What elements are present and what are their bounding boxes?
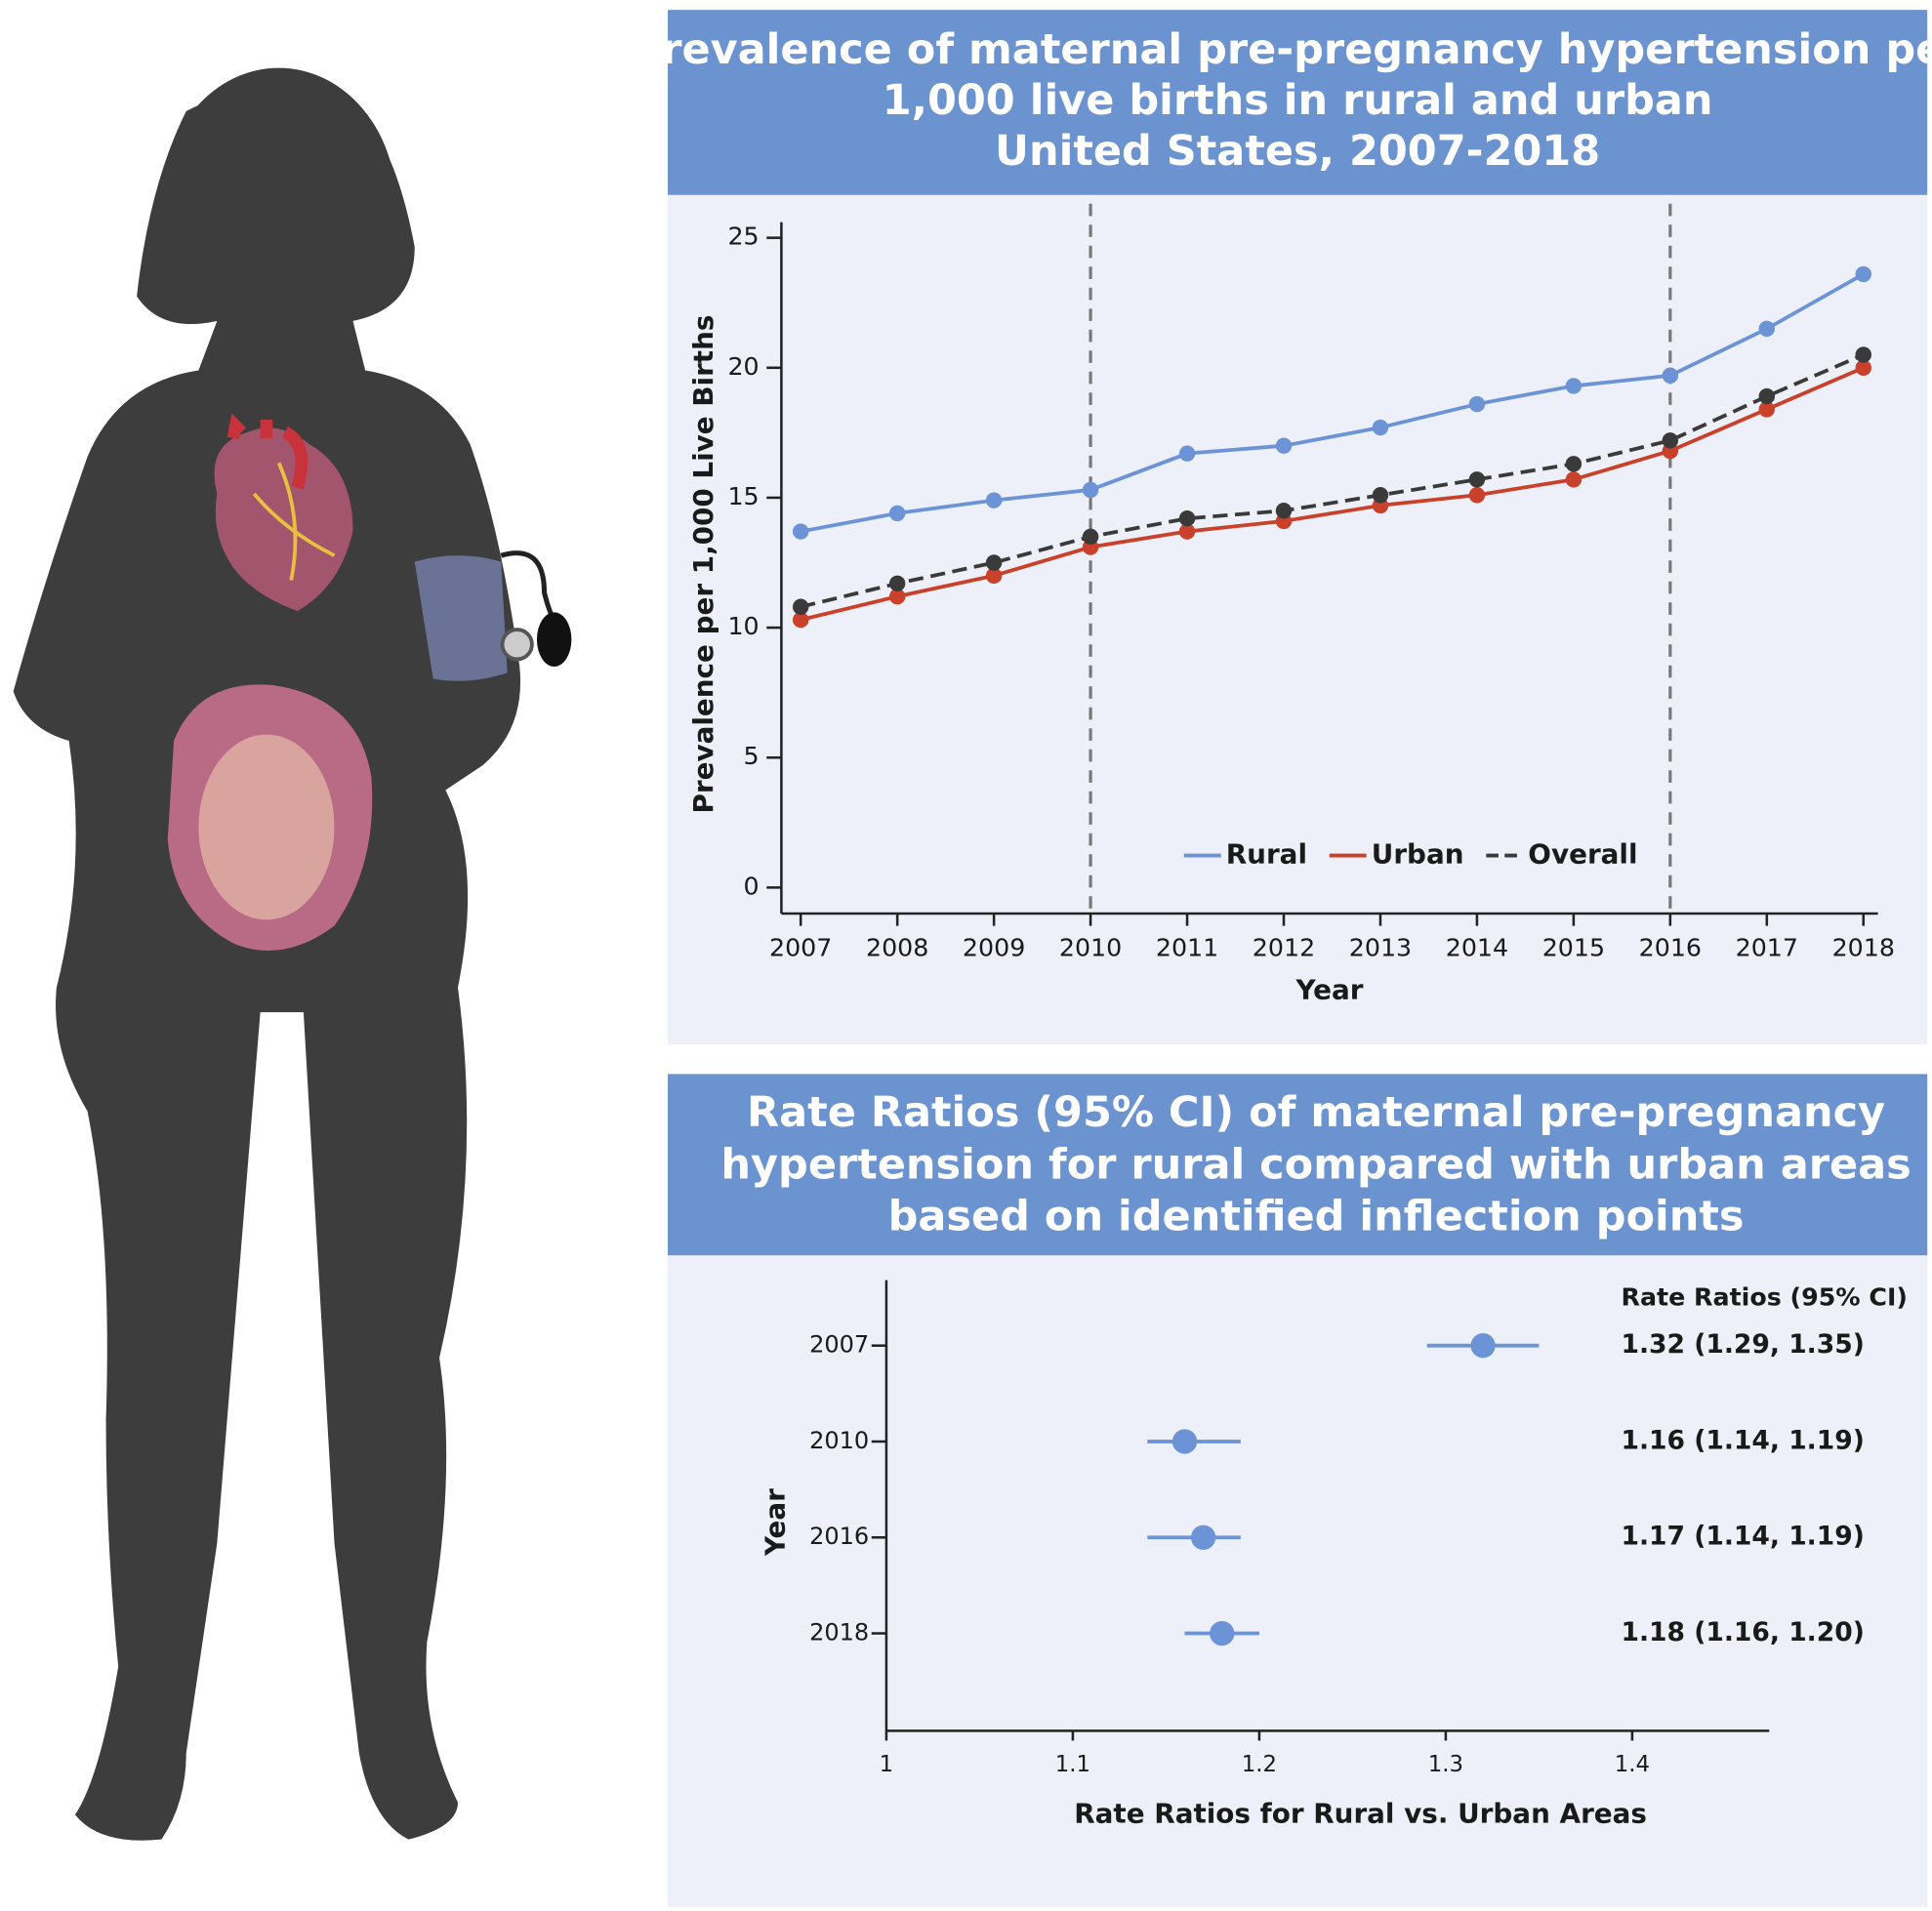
point <box>1082 481 1099 499</box>
legend-label: Overall <box>1528 838 1637 871</box>
x-tick-label: 2014 <box>1446 934 1508 962</box>
x-axis-label: Rate Ratios for Rural vs. Urban Areas <box>1074 1797 1647 1829</box>
point <box>1372 487 1389 504</box>
fetus-illustration <box>167 684 373 951</box>
point <box>1758 401 1776 418</box>
point-estimate <box>1210 1620 1235 1647</box>
panel-body <box>668 1255 1928 1908</box>
legend-label: Urban <box>1372 838 1464 871</box>
point <box>1275 437 1293 454</box>
point <box>1178 510 1196 527</box>
point <box>1758 320 1776 338</box>
point <box>1468 395 1486 413</box>
point <box>792 611 809 629</box>
point <box>1275 503 1293 519</box>
x-tick-label: 2011 <box>1156 934 1218 962</box>
forest-plot: Rate Ratios (95% CI) of maternal pre-pre… <box>720 1088 1911 1830</box>
point <box>1565 456 1583 472</box>
point-estimate <box>1190 1525 1216 1550</box>
x-tick-label: 2015 <box>1542 934 1605 962</box>
silhouette <box>13 67 521 1841</box>
point <box>1662 432 1679 449</box>
point <box>985 554 1003 571</box>
value-label: 1.32 (1.29, 1.35) <box>1622 1329 1865 1360</box>
y-tick-label: 25 <box>727 223 759 251</box>
x-tick-label: 1.3 <box>1428 1752 1463 1777</box>
y-tick-label: 2007 <box>809 1331 869 1359</box>
point <box>1082 528 1099 546</box>
panel-title: Prevalence of maternal pre-pregnancy hyp… <box>631 25 1932 176</box>
y-tick-label: 20 <box>727 352 759 381</box>
y-tick-label: 2016 <box>809 1523 869 1550</box>
y-axis-label: Prevalence per 1,000 Live Births <box>687 315 719 814</box>
bp-cuff-illustration <box>414 550 572 681</box>
series-line <box>800 272 1865 534</box>
series-line <box>800 366 1865 622</box>
value-label: 1.16 (1.14, 1.19) <box>1622 1425 1865 1455</box>
panel-header <box>668 10 1928 195</box>
labels-header: Rate Ratios (95% CI) <box>1622 1283 1908 1312</box>
point <box>1855 359 1871 377</box>
x-tick-label: 2008 <box>866 934 928 962</box>
point-estimate <box>1172 1429 1198 1454</box>
point <box>1855 265 1871 283</box>
x-tick-label: 2016 <box>1639 934 1702 962</box>
point <box>1178 445 1196 462</box>
point <box>1468 471 1486 488</box>
y-tick-label: 2010 <box>809 1427 869 1454</box>
x-tick-label: 2012 <box>1253 934 1315 962</box>
x-tick-label: 1.4 <box>1615 1752 1650 1777</box>
panel-title: Rate Ratios (95% CI) of maternal pre-pre… <box>720 1088 1911 1240</box>
y-tick-label: 10 <box>727 612 759 640</box>
heart-illustration <box>214 413 353 612</box>
point <box>888 575 906 592</box>
legend-label: Rural <box>1226 838 1307 871</box>
point <box>888 588 906 605</box>
y-tick-label: 0 <box>744 872 760 900</box>
y-tick-label: 15 <box>727 482 759 510</box>
x-tick-label: 2007 <box>769 934 832 962</box>
point <box>1178 523 1196 540</box>
y-tick-label: 2018 <box>809 1619 869 1647</box>
point <box>985 567 1003 585</box>
point <box>888 505 906 522</box>
point <box>792 598 809 615</box>
line-chart: Prevalence of maternal pre-pregnancy hyp… <box>631 25 1932 1006</box>
point <box>1565 378 1583 394</box>
panel-header <box>668 1074 1928 1256</box>
point <box>1565 471 1583 488</box>
point <box>1758 387 1776 405</box>
value-label: 1.18 (1.16, 1.20) <box>1622 1617 1865 1647</box>
series-line <box>800 352 1865 609</box>
panel-body <box>668 194 1928 1045</box>
point <box>792 523 809 540</box>
point <box>1468 487 1486 504</box>
point <box>1855 346 1871 363</box>
point <box>985 492 1003 508</box>
x-tick-label: 1 <box>880 1752 893 1777</box>
y-tick-label: 5 <box>744 742 760 770</box>
x-tick-label: 2017 <box>1736 934 1798 962</box>
x-tick-label: 2013 <box>1349 934 1412 962</box>
x-tick-label: 1.2 <box>1242 1752 1277 1777</box>
x-tick-label: 2009 <box>963 934 1025 962</box>
point <box>1662 367 1679 385</box>
point <box>1372 419 1389 436</box>
x-tick-label: 2018 <box>1832 934 1895 962</box>
x-axis-label: Year <box>1295 974 1364 1006</box>
value-label: 1.17 (1.14, 1.19) <box>1622 1522 1865 1552</box>
x-tick-label: 1.1 <box>1055 1752 1090 1777</box>
x-tick-label: 2010 <box>1059 934 1122 962</box>
y-axis-label: Year <box>759 1488 791 1557</box>
point-estimate <box>1470 1333 1496 1359</box>
